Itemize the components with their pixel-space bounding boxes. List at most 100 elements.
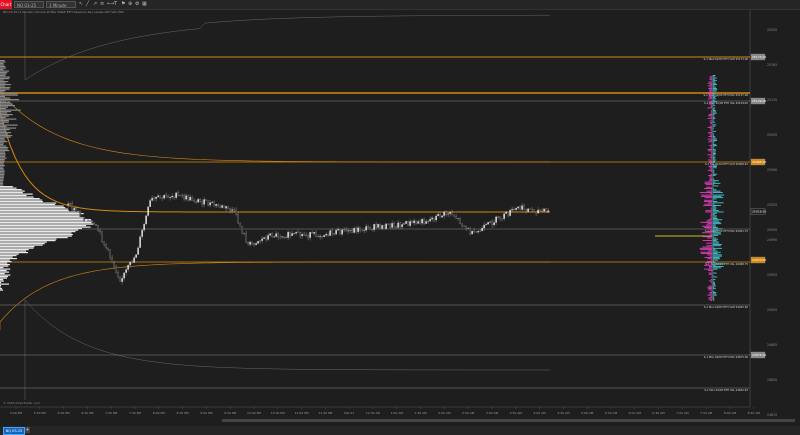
time-axis-label: 7:00 PM bbox=[105, 411, 117, 415]
tab-nq[interactable]: NQ 03-25 bbox=[3, 427, 25, 435]
profile-bar-sell bbox=[705, 184, 712, 186]
measure-icon[interactable]: ⟷ bbox=[107, 1, 115, 7]
candle bbox=[453, 214, 455, 217]
volume-profile-bar bbox=[0, 234, 73, 236]
profile-bar-buy bbox=[713, 116, 715, 118]
time-axis-label: 5:30 PM bbox=[34, 411, 46, 415]
volume-profile-bar bbox=[0, 225, 87, 227]
profile-bar-buy bbox=[713, 247, 722, 249]
horizontal-scrollbar[interactable] bbox=[222, 419, 795, 422]
level-label: S-1 Mon 02/03 ETH VAL 24842.50 bbox=[704, 388, 748, 392]
text-icon[interactable]: T bbox=[114, 1, 118, 7]
candle bbox=[139, 236, 141, 248]
volume-profile-bar bbox=[0, 274, 11, 276]
properties-icon[interactable]: ⚙ bbox=[135, 1, 140, 7]
volume-profile-bar bbox=[0, 85, 5, 87]
candle bbox=[151, 197, 153, 201]
volume-profile-bar bbox=[0, 97, 11, 99]
profile-bar-sell bbox=[710, 155, 712, 157]
candle bbox=[225, 206, 227, 209]
profile-bar-buy bbox=[713, 263, 724, 265]
volume-profile-bar bbox=[0, 187, 17, 189]
time-axis-label: 11:30 PM bbox=[318, 411, 332, 415]
candle bbox=[125, 269, 127, 273]
time-axis-label: 1:30 AM bbox=[414, 411, 427, 415]
zoom-icon[interactable]: ⊕ bbox=[128, 1, 133, 7]
profile-bar-buy bbox=[713, 78, 715, 80]
profile-bar-buy bbox=[713, 163, 714, 165]
profile-bar-sell bbox=[709, 89, 712, 91]
fib-icon[interactable]: ≡ bbox=[100, 1, 105, 7]
candle bbox=[341, 229, 343, 235]
candle bbox=[403, 223, 405, 225]
volume-profile-bar bbox=[0, 124, 18, 126]
profile-bar-sell bbox=[709, 133, 712, 135]
volume-profile-bar bbox=[0, 201, 43, 203]
add-tab-button[interactable]: + bbox=[25, 427, 30, 433]
flag-icon[interactable]: ⚑ bbox=[121, 1, 126, 7]
profile-bar-sell bbox=[710, 164, 712, 166]
candle bbox=[127, 264, 129, 270]
candle bbox=[187, 195, 189, 201]
profile-bar-buy bbox=[713, 192, 723, 193]
profile-bar-buy bbox=[713, 184, 715, 186]
profile-bar-sell bbox=[709, 91, 712, 93]
profile-bar-buy bbox=[713, 228, 723, 230]
line-icon[interactable]: ╱ bbox=[86, 1, 90, 7]
profile-bar-buy bbox=[713, 143, 717, 145]
profile-bar-sell bbox=[709, 145, 712, 147]
candle bbox=[443, 211, 445, 216]
volume-profile-bar bbox=[0, 178, 4, 180]
candle bbox=[197, 199, 199, 203]
candle bbox=[381, 225, 383, 229]
volume-profile-bar bbox=[0, 129, 10, 131]
profile-bar-buy bbox=[713, 75, 716, 76]
volume-profile-bar bbox=[0, 157, 7, 159]
candle bbox=[329, 230, 331, 236]
profile-bar-sell bbox=[707, 286, 712, 288]
candle bbox=[377, 224, 379, 228]
profile-bar-buy bbox=[713, 86, 716, 88]
profile-bar-sell bbox=[708, 266, 712, 267]
grid-icon[interactable]: ▦ bbox=[142, 1, 147, 7]
profile-bar-buy bbox=[713, 221, 721, 223]
volume-profile-bar bbox=[0, 130, 7, 132]
volume-profile-bar bbox=[0, 216, 81, 218]
profile-bar-sell bbox=[703, 201, 712, 202]
profile-bar-sell bbox=[708, 289, 712, 291]
candle bbox=[123, 272, 125, 279]
candle bbox=[331, 230, 333, 234]
price-axis-label: 25025 bbox=[767, 203, 777, 207]
profile-bar-buy bbox=[713, 255, 722, 257]
profile-bar-buy bbox=[713, 231, 716, 232]
time-axis-label: 5:00 AM bbox=[581, 411, 594, 415]
candle bbox=[137, 247, 139, 255]
interval-selector[interactable]: 1 Minute bbox=[46, 1, 76, 8]
volume-profile-bar bbox=[0, 153, 6, 155]
volume-profile-bar bbox=[0, 250, 27, 252]
pointer-icon[interactable]: ↖ bbox=[79, 1, 84, 7]
candle bbox=[155, 196, 157, 199]
candle bbox=[543, 208, 545, 212]
ray-icon[interactable]: ↗ bbox=[93, 1, 98, 7]
profile-bar-buy bbox=[713, 241, 719, 243]
profile-bar-buy bbox=[713, 223, 722, 225]
volume-profile-bar bbox=[0, 193, 33, 195]
candle bbox=[231, 209, 233, 211]
instrument-selector[interactable]: NQ 03-25 bbox=[14, 1, 44, 8]
candle bbox=[249, 241, 251, 245]
profile-bar-sell bbox=[707, 117, 712, 119]
chart-menu-button[interactable]: Chart bbox=[0, 0, 12, 9]
profile-bar-sell bbox=[707, 132, 712, 134]
profile-bar-buy bbox=[713, 166, 717, 167]
profile-bar-sell bbox=[707, 169, 712, 171]
profile-bar-buy bbox=[713, 292, 717, 293]
volume-profile-bar bbox=[0, 139, 6, 141]
profile-bar-buy bbox=[713, 140, 717, 141]
profile-bar-buy bbox=[713, 219, 723, 221]
profile-bar-sell bbox=[710, 151, 712, 153]
candle bbox=[245, 233, 247, 243]
candle bbox=[325, 233, 327, 236]
profile-bar-buy bbox=[713, 138, 717, 140]
